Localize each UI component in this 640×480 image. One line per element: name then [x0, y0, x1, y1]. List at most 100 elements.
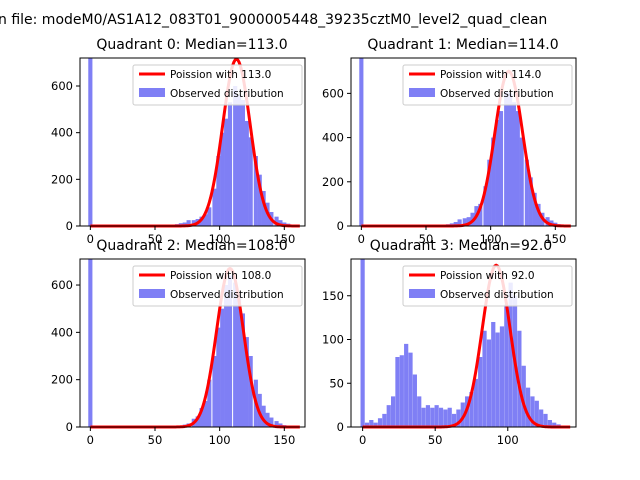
histogram-bar: [511, 102, 516, 226]
legend-hist-label: Observed distribution: [440, 88, 554, 100]
histogram-bar: [373, 422, 378, 428]
histogram-bar: [453, 222, 458, 226]
histogram-bar: [278, 220, 283, 226]
histogram-bar: [504, 91, 509, 226]
histogram-bar: [507, 93, 513, 227]
panel-title: Quadrant 0: Median=113.0: [96, 37, 287, 53]
histogram-bar: [473, 378, 478, 428]
legend-box: [402, 64, 573, 106]
histogram-bar: [261, 191, 266, 226]
histogram-bar: [483, 186, 488, 226]
histogram-bar: [269, 417, 274, 427]
histogram-bar: [469, 392, 474, 427]
histogram-bar: [386, 405, 391, 428]
x-tick-label: 50: [419, 232, 434, 246]
legend-box: [132, 265, 303, 307]
axes-frame: [79, 57, 306, 227]
histogram-bar: [404, 343, 409, 428]
histogram-bar: [478, 203, 483, 226]
histogram-bar: [478, 357, 483, 427]
histogram-bar: [199, 408, 204, 427]
x-tick-label: 50: [148, 232, 163, 246]
axes-frame: [350, 57, 577, 227]
histogram-bar: [382, 413, 387, 428]
histogram-bar: [207, 207, 212, 226]
plot-area: 0 50 100 0 50 100 150: [322, 258, 577, 447]
histogram-bar: [216, 156, 221, 226]
histogram-bar: [399, 355, 404, 427]
histogram-bar: [417, 396, 422, 428]
legend-box: [402, 265, 573, 307]
histogram-bar: [462, 218, 467, 226]
x-tick-label: 0: [358, 232, 365, 246]
histogram-bar: [524, 159, 529, 226]
histogram-bar: [224, 285, 229, 427]
histogram-bar: [525, 387, 531, 428]
axes-frame: [350, 258, 577, 428]
x-tick-label: 150: [273, 232, 295, 246]
histogram-bar: [451, 413, 457, 428]
legend-hist-label: Observed distribution: [170, 88, 284, 100]
histogram-bar: [521, 365, 526, 427]
legend-hist-swatch: [409, 289, 435, 298]
y-tick-label: 200: [322, 175, 344, 189]
histogram-bar: [395, 357, 400, 427]
histogram-bar: [248, 137, 253, 226]
x-tick-label: 50: [428, 433, 443, 447]
histogram-bar: [244, 337, 249, 427]
y-tick-label: 600: [51, 278, 73, 292]
histogram-bar: [360, 259, 365, 427]
histogram-bar: [278, 423, 283, 427]
histogram-bar: [408, 352, 413, 428]
x-tick-label: 0: [87, 433, 94, 447]
histogram-bar: [456, 409, 461, 427]
histogram-bar: [233, 86, 238, 226]
histogram-bar: [499, 326, 505, 428]
x-tick-label: 100: [480, 232, 502, 246]
histogram-bar: [377, 418, 383, 427]
histogram-bar: [508, 282, 513, 428]
histogram-bar: [186, 220, 191, 226]
legend-fit-label: Poission with 108.0: [170, 270, 271, 282]
histogram-bar: [227, 102, 233, 226]
histogram-bar: [547, 420, 552, 427]
histogram-bar: [248, 356, 253, 427]
x-tick-label: 150: [544, 232, 566, 246]
histogram-bar: [515, 111, 520, 226]
y-tick-label: 600: [51, 79, 73, 93]
histogram-bar: [443, 409, 448, 427]
histogram-bar: [425, 405, 431, 428]
panel-quadrant-1: 0 50 100 150 0 200 400 600 Quadrant 1: Median=1…: [322, 37, 577, 246]
histogram-bar: [195, 416, 200, 427]
histogram-bar: [240, 100, 245, 226]
legend-hist-label: Observed distribution: [440, 289, 554, 301]
histogram-bar: [447, 407, 452, 427]
histogram-bar: [257, 174, 262, 226]
legend-fit-label: Poission with 92.0: [440, 270, 535, 282]
histogram-bar: [236, 294, 242, 427]
histogram-bar: [240, 313, 245, 427]
histogram-bar: [543, 413, 548, 428]
histogram-bar: [534, 400, 539, 427]
histogram-bar: [528, 177, 533, 226]
histogram-bar: [438, 407, 444, 427]
panel-title: Quadrant 3: Median=92.0: [370, 238, 552, 254]
histogram-bar: [517, 330, 522, 427]
histogram-bar: [539, 409, 544, 427]
y-tick-label: 400: [51, 126, 73, 140]
histogram-bar: [504, 304, 509, 427]
legend-hist-label: Observed distribution: [170, 289, 284, 301]
y-tick-label: 0: [66, 219, 73, 233]
y-tick-label: 400: [51, 325, 73, 339]
x-tick-label: 0: [87, 232, 94, 246]
histogram-bar: [274, 421, 279, 427]
panel-quadrant-2: 0 50 100 150 0 200 400 600 Quadrant 2: Median=1…: [51, 238, 306, 447]
histogram-bar: [536, 203, 541, 226]
histogram-bar: [487, 159, 492, 226]
histogram-bar: [224, 118, 229, 226]
plot-area: 0 50 100 150 0 200 400 600: [51, 57, 306, 246]
histogram-bar: [261, 405, 266, 427]
legend-box: [132, 64, 303, 106]
